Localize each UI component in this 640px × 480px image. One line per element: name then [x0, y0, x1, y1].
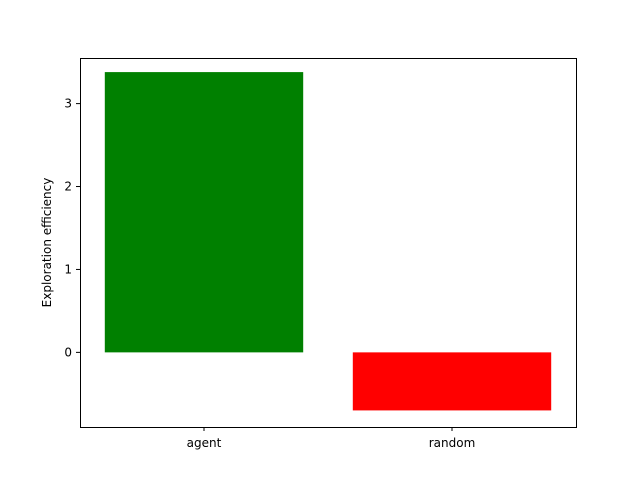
- y-tick-label-1: 1: [64, 262, 72, 276]
- bar-random: [352, 352, 552, 411]
- bars-layer: [104, 72, 552, 411]
- y-axis-label: Exploration efficiency: [40, 178, 54, 308]
- y-tick-label-0: 0: [64, 345, 72, 359]
- x-tick-label-agent: agent: [187, 436, 222, 450]
- ticks-layer: agent random 0 1 2 3: [64, 97, 475, 450]
- x-tick-label-random: random: [429, 436, 476, 450]
- y-tick-label-2: 2: [64, 180, 72, 194]
- y-tick-label-3: 3: [64, 97, 72, 111]
- plot-area-frame: [80, 58, 577, 428]
- bar-agent: [104, 72, 304, 353]
